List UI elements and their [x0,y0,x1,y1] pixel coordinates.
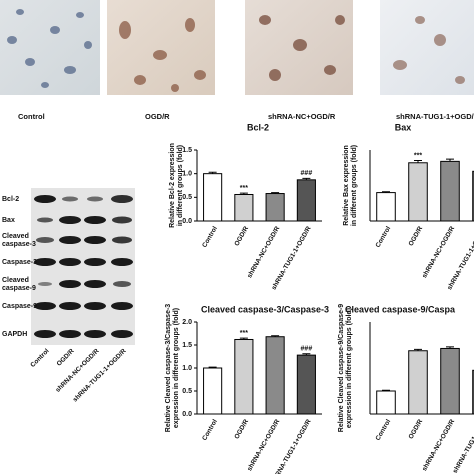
x-tick-label: OGD/R [408,418,425,440]
error-bar [239,337,248,340]
blot-row-label: Bcl-2 [2,196,19,203]
micrograph-label: shRNA-NC+OGD/R [268,112,336,121]
blot-lane-label: shRNA-NC+OGD/R [54,347,100,393]
y-tick-label: 0.5 [182,194,192,201]
bar [408,350,428,415]
error-bar [414,348,422,351]
blot-row-label: Caspase-9 [2,303,37,310]
bar [296,354,316,415]
x-tick-label: Control [201,418,219,442]
x-tick-label: OGD/R [233,418,250,440]
error-bar [382,389,390,391]
error-bar [271,192,280,194]
blot-lane-label: OGD/R [56,347,76,367]
x-tick-label: shRNA-TUG1-1+OG [452,418,474,474]
chart: Bcl-2 Relative Bcl-2 expression in differe… [169,122,322,291]
chart: Cleaved caspase-3/Caspase-3 Relative Clea… [165,304,329,474]
chart-title: Bax [395,122,412,132]
x-tick-label: Control [375,225,393,249]
chart-title: Bcl-2 [247,122,269,132]
y-axis-label: Relative Bcl-2 expression [169,143,176,228]
y-axis-label: expression in different groups (fold) [173,308,180,428]
blot-row-label: Caspase-3 [2,259,37,266]
bar [440,347,460,415]
error-bar [239,192,248,195]
micrograph-label: shRNA-TUG1-1+OGD/R [396,112,474,121]
bar [472,170,474,222]
x-tick-label: Control [375,418,393,442]
bar [408,162,428,222]
error-bar [302,177,311,180]
blot [31,188,135,345]
micrographs [0,0,474,95]
y-axis-label: Relative Bax expression [343,145,350,226]
y-tick-label: 1.5 [182,147,192,154]
y-axis-label: in different groups (fold) [177,145,184,226]
bar [376,192,396,222]
y-tick-label: 0.5 [182,388,192,395]
x-tick-label: OGD/R [233,225,250,247]
y-axis-label: Relative Cleaved caspase-3/Caspase-3 [165,304,172,433]
y-tick-label: 2.0 [182,319,192,326]
y-axis-label: in different groups (fold) [351,145,358,226]
error-bar [414,160,422,163]
bar [265,336,285,415]
bar [203,173,223,222]
y-tick-label: 1.5 [182,342,192,349]
x-tick-label: Control [201,225,219,249]
error-bar [382,191,390,193]
x-tick-label: shRNA-NC+OGD/R [246,418,281,472]
significance-label: *** [240,185,248,192]
blot-lane-label: Control [29,348,50,369]
blot-row-label: Cleaved [2,277,29,284]
micrograph-label: OGD/R [145,112,170,121]
x-tick-label: shRNA-NC+OGD/R [421,225,456,279]
blot-row-label: caspase-9 [2,285,36,292]
significance-label: ### [301,346,313,353]
error-bar [271,335,280,337]
significance-label: ### [301,170,313,177]
chart: Bax Relative Bax expression in different g… [343,122,474,291]
bar [234,193,254,222]
y-axis-label: Relative Cleaved caspase-9/Caspase-9 [338,304,345,433]
y-tick-label: 1.0 [182,171,192,178]
y-tick-label: 1.0 [182,365,192,372]
significance-label: *** [414,152,422,159]
blot-row-label: Cleaved [2,233,29,240]
bar [472,369,474,415]
bar [376,390,396,415]
y-tick-label: 0.0 [182,218,192,225]
error-bar [208,171,217,174]
error-bar [446,346,454,349]
significance-label: *** [240,330,248,337]
error-bar [446,158,454,162]
bar [234,338,254,415]
bar [296,179,316,222]
y-axis-label: expression in different groups (fold) [346,308,353,428]
bar [440,160,460,222]
bar [203,367,223,415]
chart-title: Cleaved caspase-3/Caspase-3 [201,304,329,314]
x-tick-label: shRNA-NC+OGD/R [246,225,281,279]
blot-row-label: GAPDH [2,331,27,338]
blot-bands [34,195,133,338]
blot-row-label: caspase-3 [2,241,36,248]
micrograph-label: Control [18,112,45,121]
blot-lane-label: shRNA-TUG1-1+OGD/R [72,347,128,403]
error-bar [302,353,311,356]
chart-title: Cleaved caspase-9/Caspa [345,304,456,314]
blot-membrane [31,188,135,345]
micrograph-labels: Control OGD/R shRNA-NC+OGD/R shRNA-TUG1-… [18,112,474,121]
y-tick-label: 0.0 [182,411,192,418]
x-tick-label: shRNA-NC+OGD/R [421,418,456,472]
micrograph [107,0,215,95]
x-tick-label: OGD/R [408,225,425,247]
bar [265,193,285,222]
error-bar [208,366,217,368]
blot-row-label: Bax [2,217,15,224]
